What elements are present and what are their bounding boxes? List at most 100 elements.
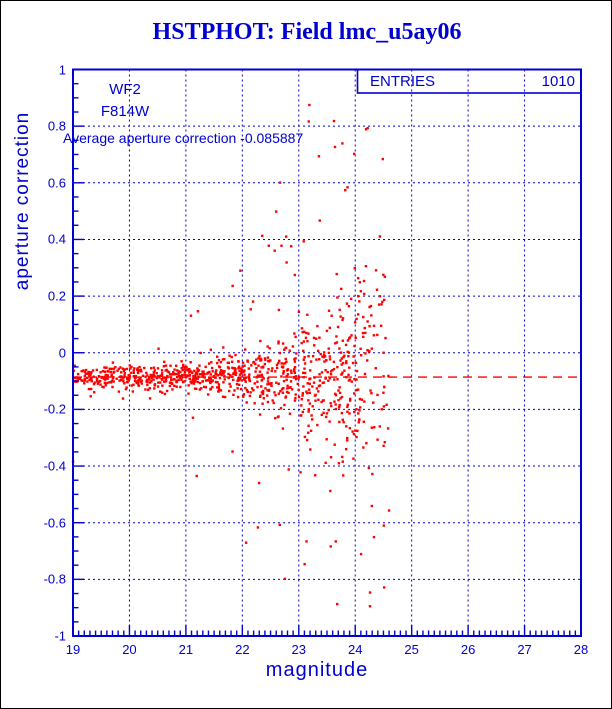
data-point	[164, 377, 168, 381]
data-point	[160, 377, 163, 381]
data-point	[209, 378, 213, 381]
data-point	[241, 361, 245, 364]
data-point	[358, 397, 362, 401]
data-point	[255, 358, 258, 361]
data-point	[354, 429, 357, 432]
data-point	[188, 377, 191, 381]
data-point	[290, 388, 294, 391]
data-point	[329, 489, 332, 493]
data-point	[187, 371, 191, 374]
data-point	[221, 395, 225, 398]
data-point	[267, 244, 270, 247]
data-point	[337, 406, 341, 409]
y-tick-label: 0.8	[47, 118, 66, 134]
data-point	[289, 380, 293, 383]
data-point	[356, 276, 360, 280]
data-point	[216, 386, 219, 389]
data-point	[190, 382, 193, 385]
data-point	[175, 379, 178, 382]
data-point	[285, 360, 288, 363]
data-point	[181, 368, 184, 372]
data-point	[277, 392, 281, 395]
data-point	[157, 381, 160, 384]
data-point	[310, 414, 313, 417]
data-point	[174, 364, 178, 368]
data-point	[345, 425, 348, 428]
data-point	[346, 186, 349, 189]
data-point	[246, 390, 250, 394]
data-point	[233, 389, 236, 392]
data-point	[361, 331, 365, 335]
data-point	[218, 373, 222, 376]
data-point	[106, 374, 109, 377]
data-point	[267, 388, 271, 392]
data-point	[204, 386, 208, 389]
data-point	[281, 366, 285, 369]
data-point	[258, 374, 261, 377]
data-point	[214, 376, 217, 379]
data-point	[210, 366, 214, 370]
data-point	[262, 377, 265, 380]
data-point	[318, 379, 322, 382]
data-point	[303, 330, 306, 334]
x-tick-label: 21	[178, 642, 194, 657]
data-point	[359, 354, 363, 357]
data-point	[334, 393, 338, 397]
data-point	[370, 347, 374, 350]
data-point	[261, 375, 264, 379]
data-point	[336, 296, 339, 299]
data-point	[136, 371, 140, 375]
data-point	[164, 369, 167, 372]
data-point	[136, 367, 139, 370]
data-point	[161, 384, 164, 387]
data-point	[383, 385, 386, 389]
data-point	[285, 261, 288, 264]
data-point	[328, 420, 331, 423]
data-point	[232, 378, 235, 382]
data-point	[293, 365, 297, 369]
data-point	[333, 145, 337, 149]
data-point	[352, 355, 355, 358]
data-point	[187, 384, 190, 387]
data-point	[283, 403, 286, 407]
data-point	[318, 358, 321, 361]
data-point	[173, 372, 176, 376]
data-point	[254, 370, 257, 373]
data-point	[222, 381, 225, 384]
data-point	[383, 275, 387, 279]
data-point	[324, 415, 328, 419]
data-point	[327, 379, 330, 382]
data-point	[99, 383, 102, 386]
data-point	[214, 380, 218, 384]
data-point	[354, 361, 358, 364]
x-tick-label: 19	[65, 642, 81, 657]
data-point	[92, 391, 96, 394]
data-point	[273, 249, 276, 252]
data-point	[252, 361, 255, 364]
data-point	[353, 321, 357, 324]
data-point	[364, 352, 367, 355]
data-point	[302, 349, 305, 353]
data-point	[352, 457, 355, 460]
data-point	[101, 385, 104, 388]
data-point	[377, 303, 381, 306]
data-point	[285, 374, 288, 378]
data-point	[89, 373, 92, 377]
data-point	[336, 365, 339, 369]
data-point	[275, 363, 279, 367]
data-point	[362, 292, 366, 296]
x-axis-title: magnitude	[265, 659, 369, 681]
data-point	[301, 330, 304, 334]
data-point	[120, 378, 123, 382]
data-point	[221, 358, 225, 361]
data-point	[302, 385, 305, 388]
data-point	[120, 371, 123, 374]
x-tick-label: 23	[291, 642, 306, 657]
data-point	[196, 380, 200, 384]
data-point	[234, 371, 238, 375]
data-point	[247, 376, 251, 379]
data-point	[319, 352, 322, 356]
data-point	[325, 359, 328, 362]
data-point	[340, 363, 343, 366]
data-point	[303, 362, 307, 365]
